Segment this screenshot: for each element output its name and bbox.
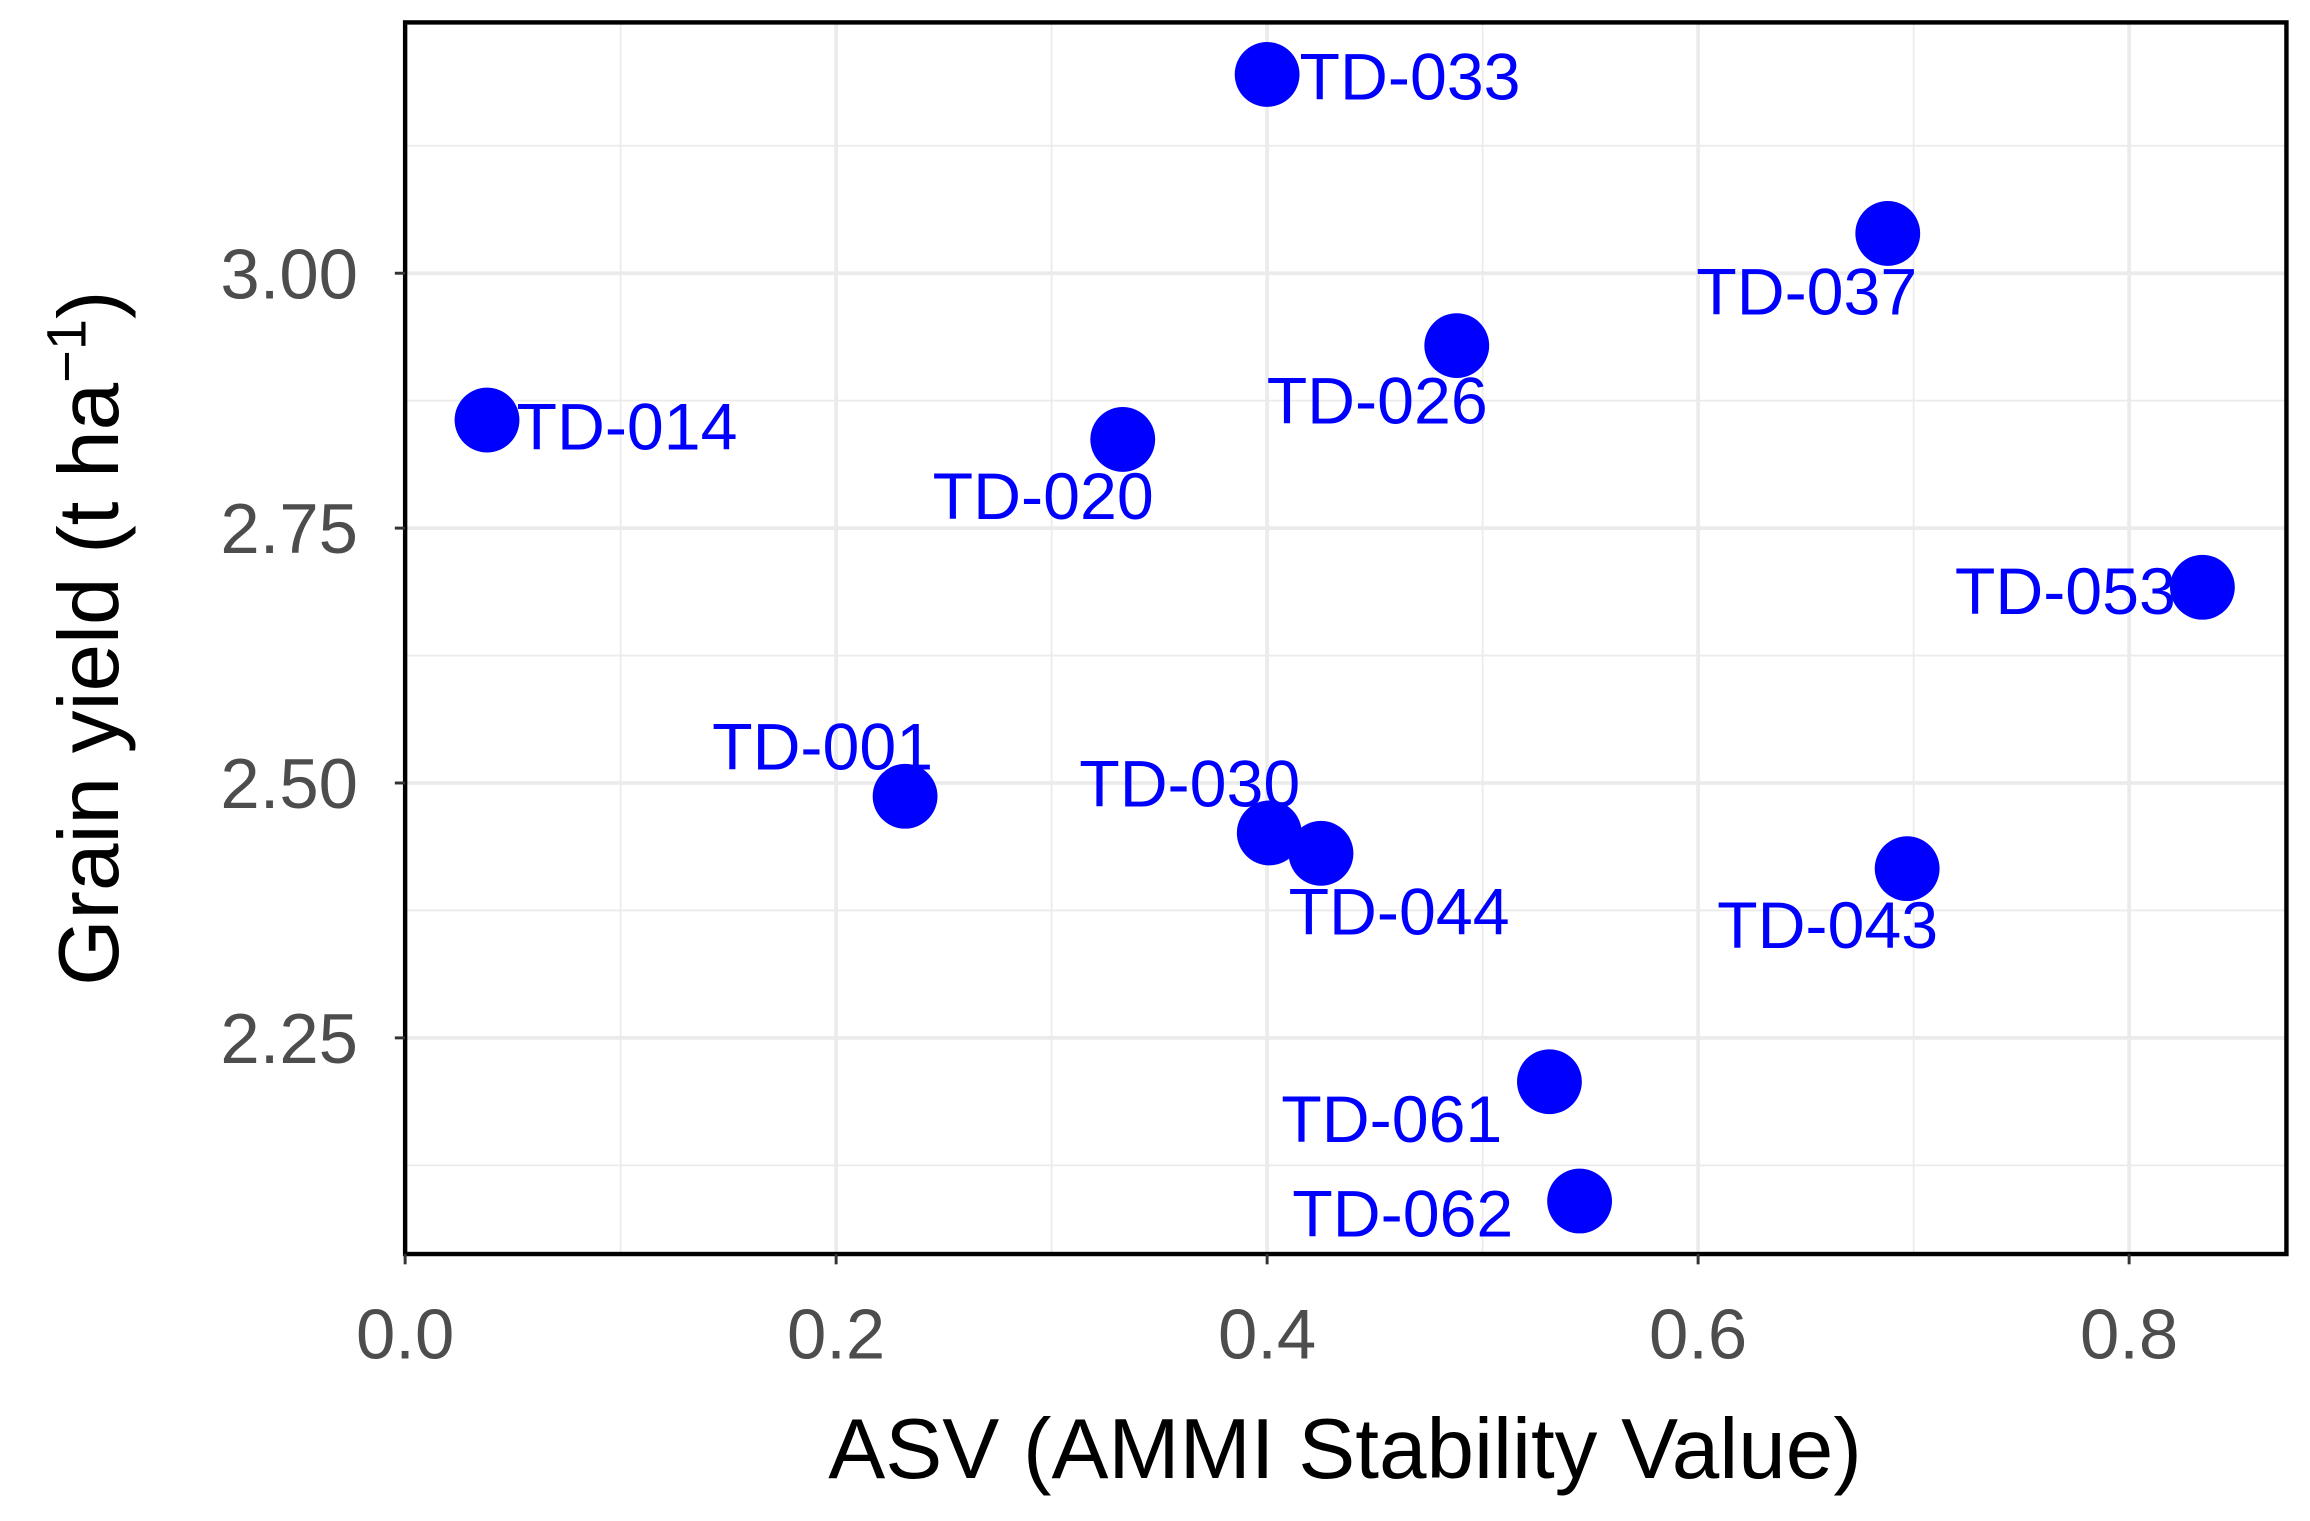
- x-axis-title: ASV (AMMI Stability Value): [828, 1402, 1861, 1497]
- x-tick-label: 0.6: [1649, 1295, 1747, 1374]
- data-point: [1288, 820, 1354, 886]
- point-label: TD-033: [1300, 40, 1521, 114]
- data-point: [1236, 800, 1302, 866]
- data-point: [1517, 1049, 1582, 1115]
- point-label: TD-014: [516, 391, 737, 465]
- data-point: [1424, 313, 1490, 379]
- point-label: TD-061: [1281, 1083, 1502, 1157]
- point-label: TD-026: [1267, 365, 1488, 439]
- data-point: [454, 387, 520, 453]
- x-tick-label: 0.4: [1218, 1295, 1316, 1374]
- y-tick-label: 2.75: [220, 489, 358, 568]
- point-label: TD-062: [1292, 1177, 1513, 1251]
- x-axis-ticks: 0.0 0.2 0.4 0.6 0.8: [356, 1254, 2178, 1374]
- points-layer: TD-033 TD-037 TD-026 TD-014 TD-020 TD-053 TD-0…: [454, 40, 2235, 1251]
- data-point: [1234, 42, 1300, 107]
- y-tick-label: 2.25: [220, 999, 358, 1078]
- point-label: TD-037: [1696, 255, 1917, 329]
- point-label: TD-043: [1717, 889, 1938, 963]
- y-axis-title: Grain yield (t ha−1): [34, 291, 136, 986]
- y-axis-ticks: 2.25 2.50 2.75 3.00: [220, 234, 406, 1078]
- y-tick-label: 3.00: [220, 234, 358, 313]
- point-label: TD-053: [1955, 555, 2176, 629]
- data-point: [1855, 201, 1921, 266]
- data-point: [1874, 836, 1940, 902]
- point-label: TD-001: [712, 711, 933, 785]
- y-tick-label: 2.50: [220, 744, 358, 823]
- data-point: [1090, 407, 1156, 472]
- data-point: [1547, 1168, 1613, 1234]
- point-label: TD-044: [1289, 875, 1510, 949]
- data-point: [2169, 554, 2235, 620]
- point-label: TD-030: [1079, 747, 1300, 821]
- x-tick-label: 0.2: [787, 1295, 885, 1374]
- x-tick-label: 0.0: [356, 1295, 454, 1374]
- point-label: TD-020: [933, 460, 1154, 534]
- grid: [403, 22, 2287, 1255]
- data-point: [872, 763, 938, 829]
- plot-border: [402, 20, 2289, 1257]
- x-tick-label: 0.8: [2080, 1295, 2178, 1374]
